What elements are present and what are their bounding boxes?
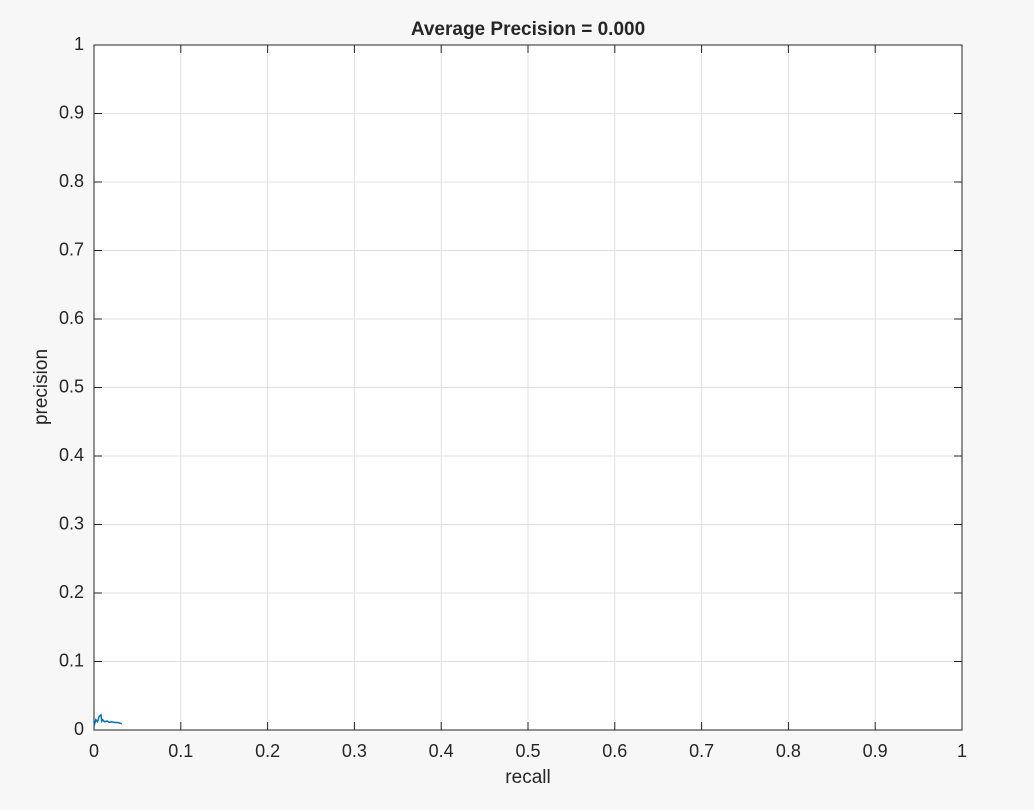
x-axis-label: recall: [505, 767, 550, 788]
x-tick-label: 0: [89, 741, 99, 761]
chart-title: Average Precision = 0.000: [411, 19, 645, 40]
x-tick-label: 0.1: [168, 741, 193, 761]
x-tick-label: 1: [957, 741, 967, 761]
x-tick-label: 0.5: [515, 741, 540, 761]
y-tick-label: 0.1: [59, 650, 84, 670]
y-tick-label: 0: [74, 719, 84, 739]
y-tick-label: 0.7: [59, 239, 84, 259]
y-tick-label: 0.2: [59, 582, 84, 602]
x-tick-label: 0.9: [863, 741, 888, 761]
y-tick-label: 0.9: [59, 102, 84, 122]
x-tick-label: 0.3: [342, 741, 367, 761]
y-tick-label: 0.6: [59, 308, 84, 328]
y-tick-label: 0.4: [59, 445, 84, 465]
axes-box: [93, 44, 963, 731]
y-tick-label: 0.8: [59, 171, 84, 191]
x-tick-label: 0.7: [689, 741, 714, 761]
x-tick-label: 0.6: [602, 741, 627, 761]
x-tick-label: 0.8: [776, 741, 801, 761]
x-tick-label: 0.4: [429, 741, 454, 761]
y-tick-label: 0.3: [59, 513, 84, 533]
y-tick-label: 1: [74, 34, 84, 54]
y-axis-label: precision: [31, 349, 52, 425]
pr-curve: [93, 713, 123, 727]
y-tick-label: 0.5: [59, 376, 84, 396]
x-tick-label: 0.2: [255, 741, 280, 761]
